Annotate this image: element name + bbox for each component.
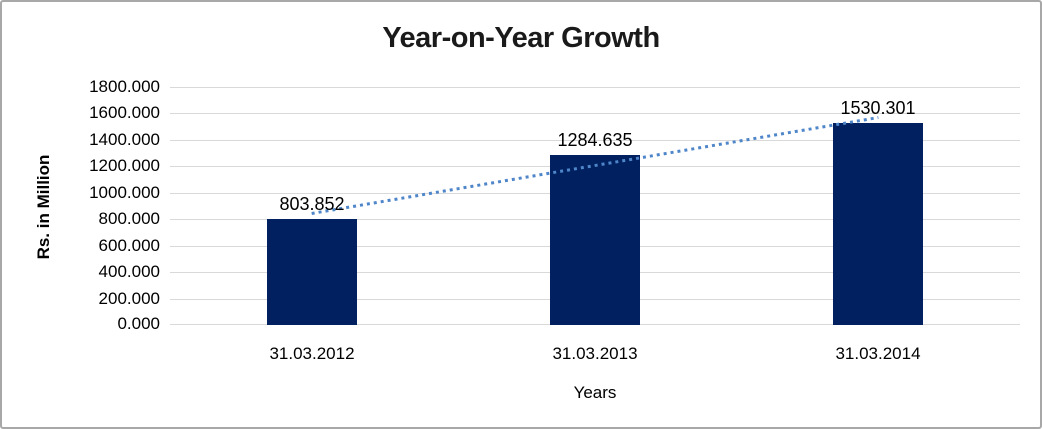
y-tick-label: 1000.000: [89, 183, 160, 202]
bar: [833, 123, 923, 325]
y-tick-label: 1800.000: [89, 77, 160, 96]
bar-data-label: 803.852: [279, 194, 345, 214]
x-category-label: 31.03.2014: [835, 344, 921, 363]
gridline: [170, 113, 1020, 114]
x-category-label: 31.03.2013: [552, 344, 638, 363]
y-tick-label: 1200.000: [89, 156, 160, 175]
bar: [550, 155, 640, 325]
chart-title: Year-on-Year Growth: [382, 22, 660, 54]
plot-area: 803.852 1284.635 1530.301: [170, 87, 1020, 325]
bar: [267, 219, 357, 325]
y-tick-label: 800.000: [98, 209, 160, 228]
gridline: [170, 87, 1020, 88]
bar-data-label: 1284.635: [557, 130, 633, 150]
bar-data-label: 1530.301: [840, 98, 916, 118]
y-tick-label: 1600.000: [89, 103, 160, 122]
y-tick-label: 200.000: [98, 289, 160, 308]
y-tick-label: 1400.000: [89, 130, 160, 149]
x-axis-title: Years: [573, 383, 617, 402]
y-tick-label: 400.000: [98, 262, 160, 281]
y-tick-label: 600.000: [98, 236, 160, 255]
x-category-label: 31.03.2012: [269, 344, 355, 363]
y-tick-label: 0.000: [117, 314, 160, 333]
